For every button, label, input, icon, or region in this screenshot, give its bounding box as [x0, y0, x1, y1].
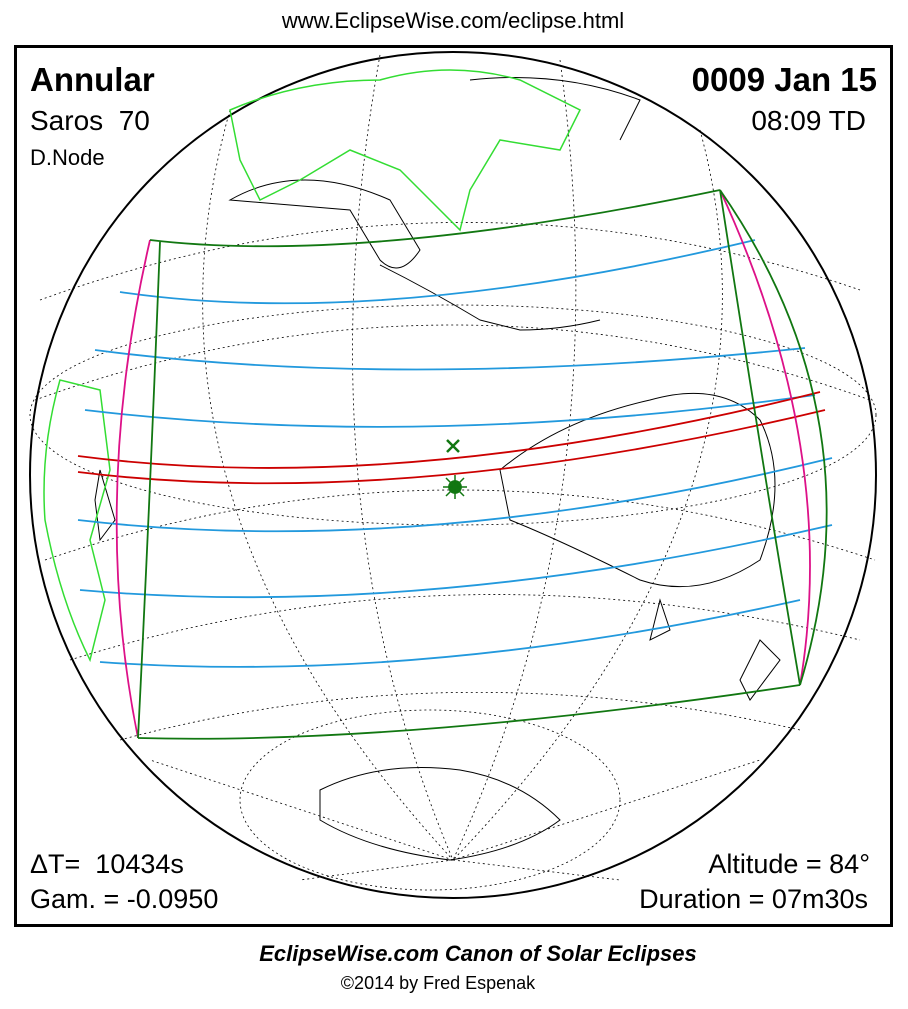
delta-t: ΔT= 10434s	[30, 849, 184, 879]
footer-title: EclipseWise.com Canon of Solar Eclipses	[259, 941, 697, 966]
globe	[29, 51, 877, 899]
date: 0009 Jan 15	[692, 61, 877, 98]
time: 08:09 TD	[751, 105, 866, 136]
eclipse-type: Annular	[30, 61, 155, 98]
url: www.EclipseWise.com/eclipse.html	[281, 8, 624, 33]
duration: Duration = 07m30s	[639, 884, 868, 914]
copyright: ©2014 by Fred Espenak	[341, 973, 536, 993]
node: D.Node	[30, 145, 105, 170]
saros: Saros 70	[30, 105, 150, 136]
frame	[14, 45, 893, 927]
altitude: Altitude = 84°	[708, 849, 870, 879]
gamma: Gam. = -0.0950	[30, 884, 218, 914]
